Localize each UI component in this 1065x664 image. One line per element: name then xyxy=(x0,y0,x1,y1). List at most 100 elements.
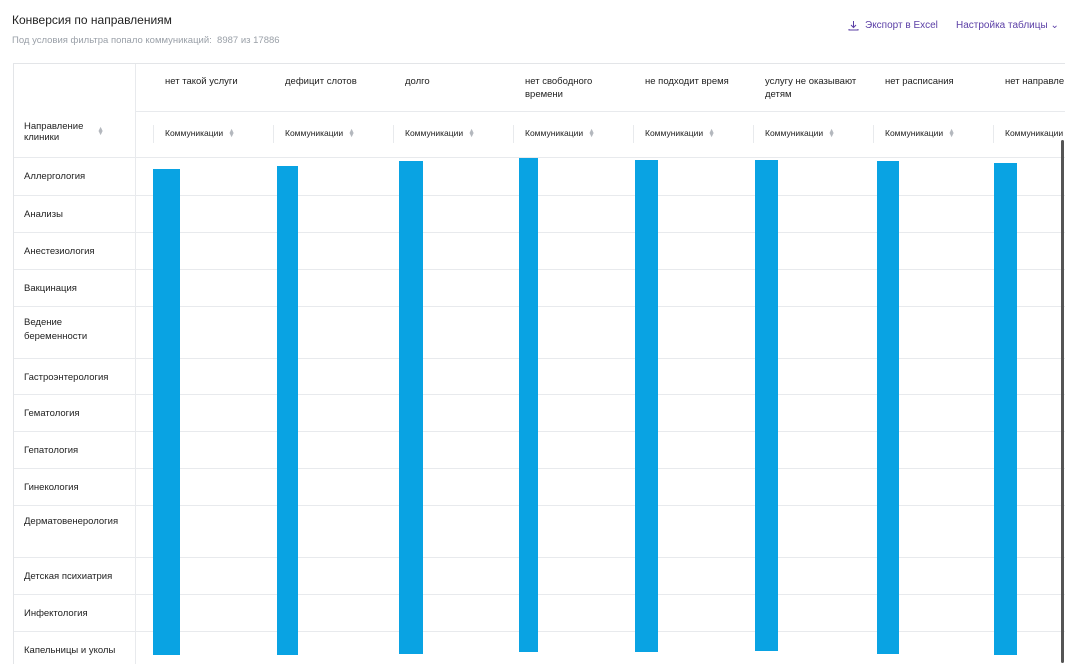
subcolumn-header[interactable]: Коммуникации ▲▼ xyxy=(645,127,733,139)
subcolumn-header-text: Коммуникации xyxy=(645,128,704,138)
sort-icon[interactable]: ▲ ▼ xyxy=(468,127,476,139)
column-header-text: нет свободного времени xyxy=(525,76,593,100)
cell-overlay xyxy=(277,166,298,655)
cell-overlay xyxy=(635,160,658,652)
subcolumn-header[interactable]: Коммуникации ▲▼ xyxy=(405,127,493,139)
subcolumn-header-text: Коммуникации xyxy=(1005,128,1064,138)
sort-icon[interactable]: ▲ ▼ xyxy=(228,127,236,139)
row-label: Анализы xyxy=(24,208,124,222)
row-label-text: Инфектология xyxy=(24,608,88,619)
column-header: долго xyxy=(405,75,505,88)
divider xyxy=(135,64,136,664)
subcolumn-header[interactable]: Коммуникации ▲▼ xyxy=(165,127,253,139)
divider xyxy=(14,358,1065,359)
divider xyxy=(135,111,1065,112)
row-label-text: Гематология xyxy=(24,408,80,419)
column-header: нет направле xyxy=(1005,75,1065,88)
row-label: Гастроэнтерология xyxy=(24,371,124,385)
cell-overlay xyxy=(877,161,899,654)
table: Направление клиники ▲ ▼ нет такой услуги Ком… xyxy=(13,63,1065,664)
column-header: нет расписания xyxy=(885,75,985,88)
title: Конверсия по направлениям xyxy=(12,13,172,27)
subcolumn-header-text: Коммуникации xyxy=(525,128,584,138)
column-header: дефицит слотов xyxy=(285,75,385,88)
divider xyxy=(633,125,634,143)
row-label-text: Гастроэнтерология xyxy=(24,372,109,383)
column-header-text: не подходит время xyxy=(645,76,729,87)
first-column-header-text: Направление клиники xyxy=(24,121,84,143)
row-label-text: Дерматовенерология xyxy=(24,516,119,527)
settings-button[interactable]: Настройка таблицы ⌄ xyxy=(956,20,1059,31)
subcolumn-header-text: Коммуникации xyxy=(285,128,344,138)
row-label-text: Анализы xyxy=(24,209,63,220)
column-header: не подходит время xyxy=(645,75,745,88)
subcolumn-header[interactable]: Коммуникации ▲▼ xyxy=(765,127,853,139)
column-header-text: услугу не оказывают детям xyxy=(765,76,857,100)
divider xyxy=(993,125,994,143)
export-button[interactable]: Экспорт в Excel xyxy=(848,20,938,31)
row-label: Гепатология xyxy=(24,444,124,458)
row-label: Анестезиология xyxy=(24,245,124,259)
divider xyxy=(153,125,154,143)
sort-icon[interactable]: ▲ ▼ xyxy=(348,127,356,139)
row-label-text: Гинекология xyxy=(24,482,79,493)
divider xyxy=(14,195,1065,196)
row-label-text: Капельницы и уколы xyxy=(24,645,116,656)
sort-icon[interactable]: ▲ ▼ xyxy=(948,127,956,139)
row-label-text: Вакцинация xyxy=(24,283,77,294)
row-label: Гинекология xyxy=(24,481,124,495)
divider xyxy=(14,505,1065,506)
chevron: ⌄ xyxy=(1050,20,1059,31)
subcolumn-header-text: Коммуникации xyxy=(165,128,224,138)
cell-overlay xyxy=(153,169,180,655)
cell-overlay xyxy=(755,160,778,651)
download-icon xyxy=(848,21,859,31)
row-label: Гематология xyxy=(24,407,124,421)
row-label: Дерматовенерология xyxy=(24,515,124,529)
divider xyxy=(753,125,754,143)
export-label: Экспорт в Excel xyxy=(865,20,938,31)
divider xyxy=(14,594,1065,595)
subtitle: Под условия фильтра попало коммуникаций:… xyxy=(12,35,280,46)
row-label: Ведение беременности xyxy=(24,316,124,344)
divider xyxy=(14,269,1065,270)
sort-icon[interactable]: ▲ ▼ xyxy=(828,127,836,139)
cell-overlay xyxy=(399,161,423,654)
divider xyxy=(14,468,1065,469)
divider xyxy=(14,306,1065,307)
cell-overlay xyxy=(519,158,538,652)
divider xyxy=(14,431,1065,432)
column-header: услугу не оказывают детям xyxy=(765,75,865,101)
divider xyxy=(273,125,274,143)
row-label: Капельницы и уколы xyxy=(24,644,124,658)
divider xyxy=(14,631,1065,632)
column-header-text: нет такой услуги xyxy=(165,76,238,87)
cell-overlay xyxy=(994,163,1017,655)
subcolumn-header[interactable]: Коммуникации ▲▼ xyxy=(885,127,973,139)
divider xyxy=(873,125,874,143)
scrollbar[interactable] xyxy=(1061,140,1064,663)
row-label-text: Аллергология xyxy=(24,171,86,182)
row-label: Детская психиатрия xyxy=(24,570,124,584)
column-header: нет такой услуги xyxy=(165,75,265,88)
subcolumn-header[interactable]: Коммуникации ▲▼ xyxy=(285,127,373,139)
sort-icon[interactable]: ▲ ▼ xyxy=(97,126,104,137)
divider xyxy=(14,157,1065,158)
subcolumn-header-text: Коммуникации xyxy=(765,128,824,138)
divider xyxy=(393,125,394,143)
sort-icon[interactable]: ▲ ▼ xyxy=(708,127,716,139)
row-label: Вакцинация xyxy=(24,282,124,296)
subcolumn-header[interactable]: Коммуникации▲▼ xyxy=(1005,128,1065,138)
column-header-text: нет расписания xyxy=(885,76,954,87)
row-label-text: Гепатология xyxy=(24,445,79,456)
subcolumn-header-text: Коммуникации xyxy=(885,128,944,138)
row-label-text: Детская психиатрия xyxy=(24,571,113,582)
subcolumn-header[interactable]: Коммуникации ▲▼ xyxy=(525,127,613,139)
divider xyxy=(513,125,514,143)
subcolumn-header-text: Коммуникации xyxy=(405,128,464,138)
column-header-text: нет направле xyxy=(1005,76,1065,87)
first-column-header[interactable]: Направление клиники ▲ ▼ xyxy=(24,121,104,143)
sort-icon[interactable]: ▲ ▼ xyxy=(588,127,596,139)
row-label: Аллергология xyxy=(24,170,124,184)
